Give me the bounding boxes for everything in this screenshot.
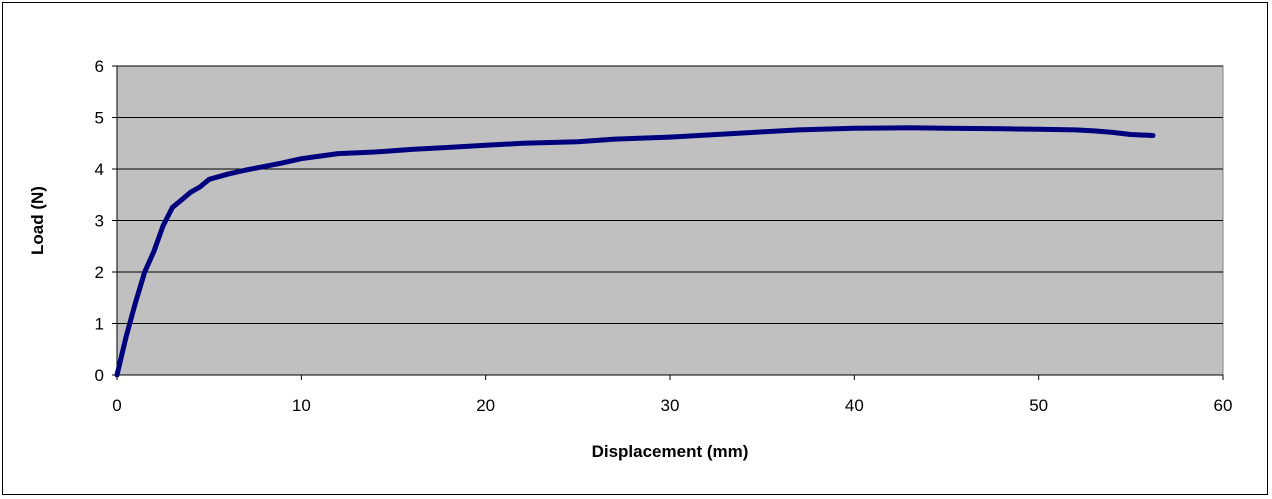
y-tick-label: 6 [95, 57, 104, 76]
y-tick-label: 4 [95, 160, 104, 179]
y-tick-label: 3 [95, 212, 104, 231]
x-tick-label: 30 [661, 396, 680, 415]
x-tick-label: 20 [476, 396, 495, 415]
x-tick-label: 60 [1214, 396, 1233, 415]
y-tick-label: 1 [95, 315, 104, 334]
x-axis-ticks: 0 10 20 30 40 50 60 [112, 375, 1232, 415]
y-tick-label: 2 [95, 263, 104, 282]
y-tick-label: 0 [95, 366, 104, 385]
y-tick-label: 5 [95, 109, 104, 128]
x-axis-title: Displacement (mm) [592, 442, 749, 461]
x-tick-label: 50 [1029, 396, 1048, 415]
y-axis-ticks: 0 1 2 3 4 5 6 [95, 57, 117, 385]
grid-lines [117, 65, 1223, 324]
series-line [114, 125, 1156, 378]
x-tick-label: 0 [112, 396, 121, 415]
x-tick-label: 40 [845, 396, 864, 415]
x-tick-label: 10 [292, 396, 311, 415]
y-axis-title: Load (N) [28, 186, 47, 255]
